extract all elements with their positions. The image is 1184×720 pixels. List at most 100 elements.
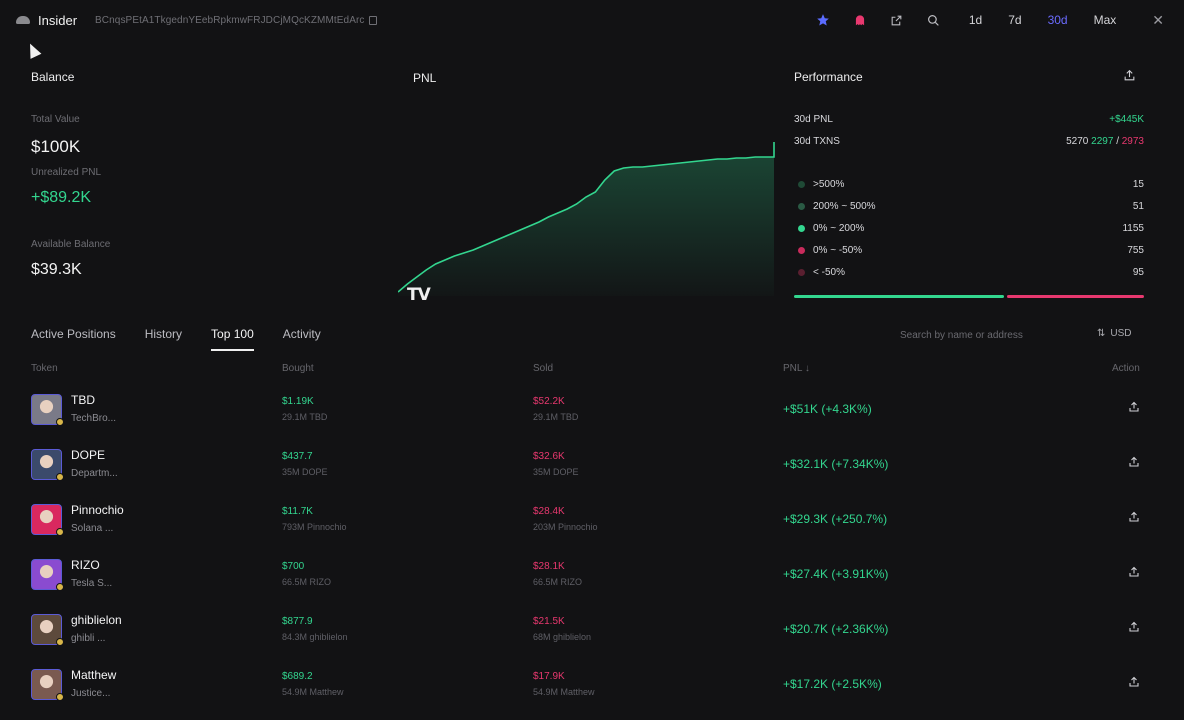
- ghost-icon[interactable]: [851, 11, 869, 29]
- top-actions: 1d 7d 30d Max ✕: [795, 0, 1164, 40]
- share-icon[interactable]: [1128, 565, 1140, 577]
- share-icon[interactable]: [1128, 675, 1140, 687]
- chain-badge-icon: [56, 528, 64, 536]
- dist-count: 1155: [1122, 223, 1144, 234]
- tab-active-positions[interactable]: Active Positions: [31, 327, 116, 341]
- dist-dot: [798, 203, 805, 210]
- token-name: Matthew: [71, 668, 117, 682]
- token-name: ghiblielon: [71, 613, 122, 627]
- dist-count: 15: [1132, 179, 1144, 190]
- dist-dot: [798, 269, 805, 276]
- col-action: Action: [1112, 363, 1140, 374]
- bought-value: $700: [282, 561, 305, 572]
- app-logo-icon: [16, 16, 30, 24]
- dist-count: 95: [1132, 267, 1144, 278]
- share-icon[interactable]: [1128, 510, 1140, 522]
- dist-row: 200% ~ 500% 51: [798, 201, 1144, 212]
- wallet-address: BCnqsPEtA1TkgednYEebRpkmwFRJDCjMQcKZMMtE…: [95, 14, 365, 26]
- bought-value: $689.2: [282, 671, 313, 682]
- txns-total: 5270: [1066, 136, 1089, 147]
- bought-amount: 84.3M ghiblielon: [282, 632, 348, 642]
- dist-row: 0% ~ -50% 755: [798, 245, 1144, 256]
- star-icon[interactable]: [814, 11, 832, 29]
- token-name: RIZO: [71, 558, 100, 572]
- token-name: DOPE: [71, 448, 106, 462]
- performance-title: Performance: [794, 70, 863, 84]
- token-name: Pinnochio: [71, 503, 124, 517]
- dist-row: 0% ~ 200% 1155: [798, 223, 1144, 234]
- external-link-icon[interactable]: [888, 11, 906, 29]
- bought-amount: 54.9M Matthew: [282, 687, 344, 697]
- bought-value: $11.7K: [282, 506, 313, 517]
- bought-value: $877.9: [282, 616, 313, 627]
- dist-dot: [798, 247, 805, 254]
- dist-row: < -50% 95: [798, 267, 1144, 278]
- app-title: Insider: [38, 12, 78, 28]
- dist-count: 755: [1127, 245, 1144, 256]
- search-icon[interactable]: [925, 11, 943, 29]
- tab-activity[interactable]: Activity: [282, 327, 321, 341]
- tab-bar: Active Positions History Top 100 Activit…: [31, 327, 350, 351]
- sold-amount: 29.1M TBD: [533, 412, 579, 422]
- dist-dot: [798, 225, 805, 232]
- timeframe-30d[interactable]: 30d: [1047, 13, 1068, 27]
- table-row[interactable]: Matthew Justice... $689.2 54.9M Matthew …: [0, 668, 1184, 720]
- share-icon[interactable]: [1128, 455, 1140, 467]
- col-bought: Bought: [282, 363, 314, 374]
- timeframe-1d[interactable]: 1d: [968, 13, 983, 27]
- sold-value: $28.1K: [533, 561, 565, 572]
- close-icon[interactable]: ✕: [1152, 11, 1164, 28]
- dist-label: >500%: [813, 179, 845, 190]
- sort-arrows-icon: ⇅: [1097, 328, 1106, 339]
- pnl-value: +$32.1K (+7.34K%): [783, 457, 889, 471]
- loss-ratio-bar: [1007, 295, 1144, 298]
- share-icon[interactable]: [1128, 620, 1140, 632]
- timeframe-7d[interactable]: 7d: [1008, 13, 1022, 27]
- copy-icon[interactable]: [368, 15, 377, 25]
- share-icon[interactable]: [1128, 400, 1140, 412]
- perf-txns-values: 5270 2297 / 2973: [1066, 136, 1144, 147]
- sold-amount: 35M DOPE: [533, 467, 579, 477]
- sold-value: $17.9K: [533, 671, 565, 682]
- chain-badge-icon: [56, 638, 64, 646]
- unrealized-pnl-value: +$89.2K: [31, 189, 92, 206]
- tab-history[interactable]: History: [144, 327, 183, 341]
- pnl-area: [398, 142, 774, 296]
- token-subname: Solana ...: [71, 523, 114, 534]
- total-value-label: Total Value: [31, 114, 80, 125]
- timeframe-max[interactable]: Max: [1093, 13, 1117, 27]
- col-pnl[interactable]: PNL ↓: [783, 363, 810, 374]
- win-ratio-bar: [794, 295, 1004, 298]
- currency-toggle[interactable]: ⇅ USD: [1097, 328, 1132, 339]
- table-row[interactable]: Pinnochio Solana ... $11.7K 793M Pinnoch…: [0, 503, 1184, 559]
- dist-label: 0% ~ -50%: [813, 245, 863, 256]
- sold-value: $28.4K: [533, 506, 565, 517]
- table-row[interactable]: RIZO Tesla S... $700 66.5M RIZO $28.1K 6…: [0, 558, 1184, 614]
- token-name: TBD: [71, 393, 95, 407]
- token-subname: ghibli ...: [71, 633, 106, 644]
- dist-row: >500% 15: [798, 179, 1144, 190]
- token-subname: Tesla S...: [71, 578, 113, 589]
- search-input[interactable]: [900, 326, 1050, 344]
- pnl-value: +$27.4K (+3.91K%): [783, 567, 889, 581]
- top-bar: Insider BCnqsPEtA1TkgednYEebRpkmwFRJDCjM…: [0, 0, 1184, 40]
- sold-value: $32.6K: [533, 451, 565, 462]
- bought-amount: 35M DOPE: [282, 467, 328, 477]
- tab-top-100[interactable]: Top 100: [211, 327, 254, 351]
- sold-amount: 66.5M RIZO: [533, 577, 583, 587]
- dist-dot: [798, 181, 805, 188]
- dist-label: 0% ~ 200%: [813, 223, 865, 234]
- sold-amount: 203M Pinnochio: [533, 522, 598, 532]
- txns-buy: 2297: [1091, 136, 1114, 147]
- table-row[interactable]: DOPE Departm... $437.7 35M DOPE $32.6K 3…: [0, 448, 1184, 504]
- token-subname: Departm...: [71, 468, 118, 479]
- pnl-line: [398, 142, 775, 293]
- chain-badge-icon: [56, 693, 64, 701]
- sold-amount: 68M ghiblielon: [533, 632, 592, 642]
- table-row[interactable]: TBD TechBro... $1.19K 29.1M TBD $52.2K 2…: [0, 393, 1184, 449]
- table-row[interactable]: ghiblielon ghibli ... $877.9 84.3M ghibl…: [0, 613, 1184, 669]
- share-icon[interactable]: [1123, 69, 1137, 83]
- bought-amount: 29.1M TBD: [282, 412, 328, 422]
- sold-value: $21.5K: [533, 616, 565, 627]
- dist-label: < -50%: [813, 267, 845, 278]
